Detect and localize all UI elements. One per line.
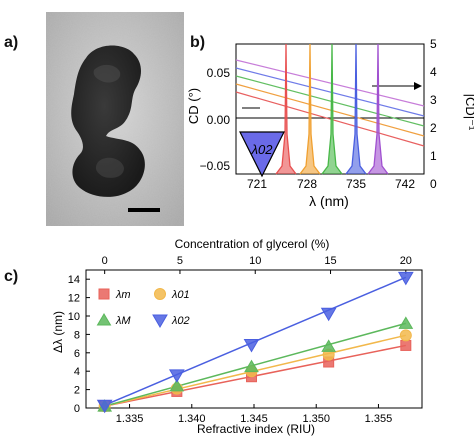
data-point-λm bbox=[400, 339, 412, 351]
data-point-λ02 bbox=[243, 339, 260, 353]
chart-frame bbox=[85, 269, 423, 409]
cd-x-tick: 742 bbox=[395, 177, 415, 191]
legend-label: λ01 bbox=[171, 289, 190, 301]
cd-inverse-lines bbox=[235, 59, 425, 147]
chart-y-tick: 12 bbox=[68, 293, 80, 305]
chart-x-tick: 1.350 bbox=[302, 413, 330, 425]
cd-inset-label: λ02 bbox=[251, 142, 274, 157]
cd-y-tick: 0.05 bbox=[207, 66, 231, 80]
legend-label: λM bbox=[115, 315, 131, 327]
cd-x-tick: 735 bbox=[346, 177, 366, 191]
chart-y-tick: 0 bbox=[74, 403, 80, 415]
chart-y-tick: 4 bbox=[74, 366, 80, 378]
data-point-λM bbox=[398, 316, 414, 329]
data-point-λ02 bbox=[397, 271, 414, 286]
chart-y-tick: 8 bbox=[74, 329, 80, 341]
data-point-λM bbox=[244, 359, 259, 373]
cd-y-right-tick: 3 bbox=[430, 93, 437, 107]
chart-top-tick: 5 bbox=[177, 255, 183, 267]
cd-peak-purple bbox=[367, 43, 389, 175]
cd-peak-red bbox=[275, 43, 297, 175]
panel-label-a: a) bbox=[4, 34, 19, 51]
cd-spectrum-plot: CD (°) |CD|⁻¹ λ (nm) 0.05 0.00 −0.05 0 1… bbox=[186, 37, 474, 209]
cd-y-right-tick: 0 bbox=[430, 177, 437, 191]
cd-y-right-tick: 4 bbox=[430, 65, 437, 79]
chart-x-tick: 1.355 bbox=[365, 413, 393, 425]
chart-axes: 0 2 4 6 8 10 12 14 1.335 1.340 1.345 1.350 1.355 0 5 10… bbox=[68, 255, 412, 425]
cd-peak-green bbox=[321, 43, 343, 175]
cd-x-label: λ (nm) bbox=[309, 193, 349, 209]
cd-inset-triangle: λ02 bbox=[239, 131, 285, 178]
chart-top-tick: 10 bbox=[249, 255, 261, 267]
data-point-λM bbox=[321, 339, 337, 352]
cd-x-tick: 728 bbox=[297, 177, 317, 191]
cd-y-tick: −0.05 bbox=[200, 159, 231, 173]
chart-x-tick: 1.335 bbox=[116, 413, 144, 425]
legend-marker-λ02 bbox=[152, 314, 168, 328]
data-point-λ02 bbox=[320, 307, 337, 322]
data-point-λ02 bbox=[96, 399, 113, 414]
data-point-λ01 bbox=[399, 329, 412, 342]
legend-marker-λ01 bbox=[154, 288, 166, 300]
chart-y-tick: 2 bbox=[74, 385, 80, 397]
cd-y-left-ticks: 0.05 0.00 −0.05 bbox=[200, 66, 231, 173]
cd-y-right-tick: 1 bbox=[430, 149, 437, 163]
chart-x-tick: 1.340 bbox=[178, 413, 206, 425]
chart-data-points bbox=[96, 271, 414, 414]
scale-bar bbox=[128, 208, 160, 212]
legend-label: λ02 bbox=[171, 315, 190, 327]
cd-x-tick: 721 bbox=[247, 177, 267, 191]
chart-top-tick: 15 bbox=[324, 255, 336, 267]
cd-y-right-label: |CD|⁻¹ bbox=[463, 94, 474, 131]
cd-right-axis-arrow bbox=[372, 82, 422, 90]
cd-y-right-tick: 2 bbox=[430, 121, 437, 135]
cd-resonance-peaks bbox=[275, 43, 389, 175]
legend-marker-λM bbox=[96, 313, 112, 326]
chart-x-tick: 1.345 bbox=[240, 413, 268, 425]
legend-label: λm bbox=[115, 289, 131, 301]
legend-marker-λm bbox=[98, 288, 110, 300]
chart-legend: λm λ01 λM λ02 bbox=[96, 288, 190, 328]
cd-y-tick: 0.00 bbox=[207, 113, 231, 127]
cd-x-ticks: 721 728 735 742 bbox=[247, 177, 415, 191]
chart-y-tick: 6 bbox=[74, 348, 80, 360]
chart-y-tick: 10 bbox=[68, 311, 80, 323]
panel-label-b: b) bbox=[190, 34, 206, 51]
chart-top-axis-label: Concentration of glycerol (%) bbox=[175, 237, 330, 251]
chart-y-tick: 14 bbox=[68, 274, 80, 286]
data-point-λM bbox=[169, 378, 185, 392]
panel-label-c: c) bbox=[4, 268, 19, 285]
cd-y-left-label: CD (°) bbox=[186, 88, 201, 124]
cd-peak-blue bbox=[345, 43, 367, 175]
chart-top-tick: 0 bbox=[102, 255, 108, 267]
chart-y-label: Δλ (nm) bbox=[51, 311, 65, 353]
shift-vs-index-chart: Concentration of glycerol (%) Refractive… bbox=[51, 237, 423, 436]
chart-x-label: Refractive index (RIU) bbox=[197, 422, 315, 436]
data-point-λ02 bbox=[168, 369, 185, 383]
fit-line-λM bbox=[104, 322, 407, 407]
chart-top-tick: 20 bbox=[400, 255, 412, 267]
tem-micrograph bbox=[46, 12, 184, 226]
nanoparticle bbox=[71, 45, 145, 197]
cd-y-right-tick: 5 bbox=[430, 37, 437, 51]
cd-peak-orange bbox=[299, 43, 321, 175]
cd-y-right-ticks: 0 1 2 3 4 5 bbox=[430, 37, 437, 191]
